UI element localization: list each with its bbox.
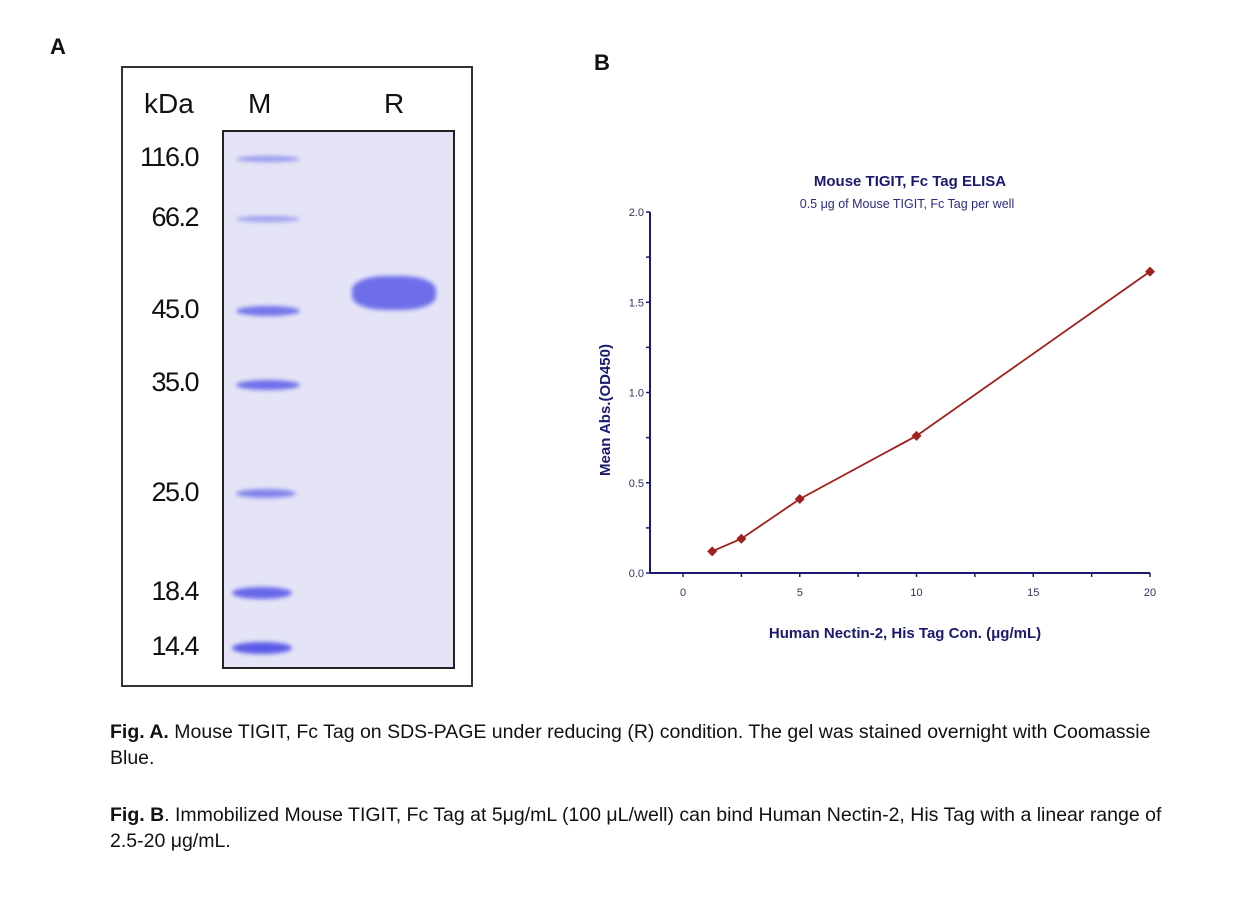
kda-header: kDa [144,88,194,119]
chart-title: Mouse TIGIT, Fc Tag ELISA [814,173,1006,190]
marker-band [236,156,300,162]
marker-label: 35.0 [151,367,199,397]
y-tick-label: 1.5 [629,297,644,309]
y-tick-label: 1.0 [629,388,644,400]
x-tick-label: 0 [680,587,686,599]
data-point [794,493,805,504]
x-tick-label: 20 [1144,587,1156,599]
marker-band [232,587,292,599]
sample-band [352,276,436,310]
marker-label: 66.2 [151,202,199,232]
chart-subtitle: 0.5 μg of Mouse TIGIT, Fc Tag per well [800,197,1014,211]
y-tick-label: 0.5 [629,478,644,490]
data-point [707,546,718,557]
y-tick-label: 0.0 [629,568,644,580]
lane-m-header: M [248,88,272,119]
marker-label: 18.4 [151,576,199,606]
lane-r-header: R [384,88,405,119]
marker-band [236,380,300,390]
caption-b: Fig. B. Immobilized Mouse TIGIT, Fc Tag … [110,802,1200,854]
gel-image [222,130,455,669]
elisa-chart: Mouse TIGIT, Fc Tag ELISA 0.5 μg of Mous… [597,173,1156,642]
panel-a-label: A [50,34,66,59]
marker-band [236,216,300,222]
caption-b-text: . Immobilized Mouse TIGIT, Fc Tag at 5μg… [110,804,1162,852]
y-axis-label: Mean Abs.(OD450) [597,344,614,476]
x-tick-label: 10 [910,587,922,599]
marker-label: 25.0 [151,477,199,507]
x-axis-label: Human Nectin-2, His Tag Con. (μg/mL) [769,625,1041,642]
data-point [736,533,747,544]
panel-b-label: B [594,50,610,75]
fit-curve [711,270,1151,553]
caption-a: Fig. A. Mouse TIGIT, Fc Tag on SDS-PAGE … [110,719,1200,771]
x-tick-label: 5 [797,587,803,599]
marker-band [232,642,292,654]
caption-b-label: Fig. B [110,804,165,826]
marker-label: 14.4 [151,631,199,661]
caption-a-label: Fig. A. [110,721,169,743]
marker-label: 45.0 [151,294,199,324]
marker-band [236,306,300,316]
data-point [1145,266,1155,277]
caption-a-text: Mouse TIGIT, Fc Tag on SDS-PAGE under re… [110,721,1151,769]
data-point [911,430,922,441]
marker-label: 116.0 [139,142,200,172]
y-tick-label: 2.0 [629,207,644,219]
x-tick-label: 15 [1027,587,1039,599]
marker-band [236,489,296,498]
